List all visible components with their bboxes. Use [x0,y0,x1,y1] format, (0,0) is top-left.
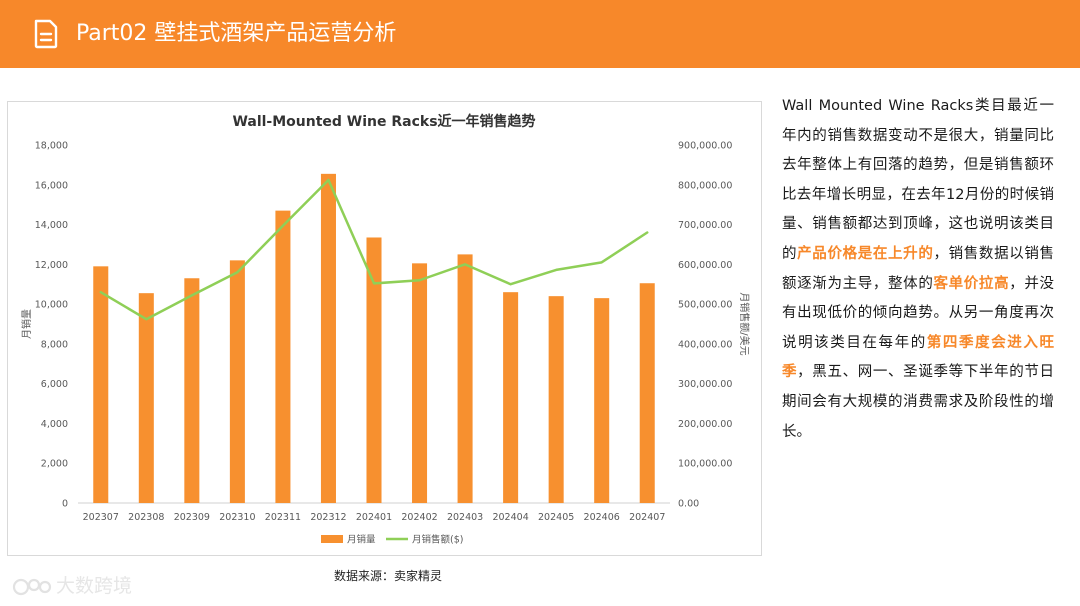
y-right-tick-label: 100,000.00 [678,459,732,470]
sales-trend-chart: Wall-Mounted Wine Racks近一年销售趋势 0 2,000 4,00… [20,113,751,546]
x-tick-label: 202312 [310,512,346,523]
y-left-tick-label: 14,000 [35,220,68,231]
watermark-text: 大数跨境 [56,575,133,597]
y-right-tick-label: 800,000.00 [678,180,732,191]
y-left-tick-label: 2,000 [41,459,68,470]
x-tick-label: 202406 [584,512,620,523]
y-right-tick-label: 600,000.00 [678,260,732,271]
x-tick-label: 202407 [629,512,665,523]
bar-monthly-volume [457,254,473,503]
x-tick-label: 202309 [174,512,210,523]
highlight-q4-peak: 第四季度会进入旺季 [782,334,1054,381]
x-tick-label: 202308 [128,512,164,523]
y-right-tick-label: 200,000.00 [678,419,732,430]
document-icon [34,19,58,49]
y-right-tick-label: 900,000.00 [678,141,732,152]
x-tick-label: 202401 [356,512,392,523]
bar-monthly-volume [184,278,200,503]
highlight-price-rising: 产品价格是在上升的 [797,245,934,262]
chart-title: Wall-Mounted Wine Racks近一年销售趋势 [232,113,535,130]
y-left-tick-label: 4,000 [41,419,68,430]
header-bar: Part02 壁挂式酒架产品运营分析 [0,0,1080,68]
x-tick-label: 202310 [219,512,255,523]
y-left-tick-label: 12,000 [35,260,68,271]
legend-swatch-volume [321,535,343,543]
analysis-part-1: Wall Mounted Wine Racks类目最近一年内的销售数据变动不是很… [782,98,1054,262]
y-right-tick-label: 400,000.00 [678,339,732,350]
y-right-tick-label: 0.00 [678,499,699,510]
y-left-tick-label: 18,000 [35,141,68,152]
line-monthly-sales [99,178,649,321]
y-left-axis-label: 月销量 [20,309,33,339]
bar-monthly-volume [366,237,382,503]
x-tick-label: 202311 [265,512,301,523]
highlight-aov-up: 客单价拉高 [933,275,1010,292]
analysis-part-3: ，并没有出现低价的倾向趋势。从另一角度再次说明该类目在每年的 [782,275,1055,351]
y-left-tick-label: 0 [62,499,68,510]
watermark: 大数跨境 [12,572,132,600]
bar-monthly-volume [639,283,655,503]
bar-monthly-volume [548,296,564,503]
bar-monthly-volume [275,210,291,503]
x-tick-label: 202405 [538,512,574,523]
analysis-text: Wall Mounted Wine Racks类目最近一年内的销售数据变动不是很… [782,92,1054,447]
analysis-part-4: ，黑五、网一、圣诞季等下半年的节日期间会有大规模的消费需求及阶段性的增长。 [782,364,1055,440]
x-tick-label: 202403 [447,512,483,523]
bar-monthly-volume [93,266,109,503]
bar-monthly-volume [412,263,428,503]
y-left-tick-label: 16,000 [35,180,68,191]
bar-monthly-volume [229,260,245,503]
x-tick-label: 202404 [492,512,528,523]
analysis-part-2: ，销售数据以销售额逐渐为主导，整体的 [782,245,1055,292]
chart-container: Wall-Mounted Wine Racks近一年销售趋势 0 2,000 4,00… [7,101,762,556]
y-right-tick-label: 700,000.00 [678,220,732,231]
bar-monthly-volume [503,292,519,503]
bar-monthly-volume [320,173,336,503]
y-left-tick-label: 10,000 [35,300,68,311]
x-tick-label: 202307 [83,512,119,523]
brand-logo-icon [12,578,52,595]
legend-label-volume: 月销量 [347,534,376,546]
data-source-note: 数据来源：卖家精灵 [334,569,443,583]
y-left-tick-label: 6,000 [41,379,68,390]
page-title: Part02 壁挂式酒架产品运营分析 [76,21,397,46]
y-left-tick-label: 8,000 [41,339,68,350]
y-right-tick-label: 500,000.00 [678,300,732,311]
x-tick-label: 202402 [401,512,437,523]
y-right-axis-label: 月销售额/美元 [738,292,751,355]
y-right-tick-label: 300,000.00 [678,379,732,390]
bar-monthly-volume [594,298,610,503]
legend-label-sales: 月销售额($) [412,534,463,546]
bar-monthly-volume [138,293,154,503]
